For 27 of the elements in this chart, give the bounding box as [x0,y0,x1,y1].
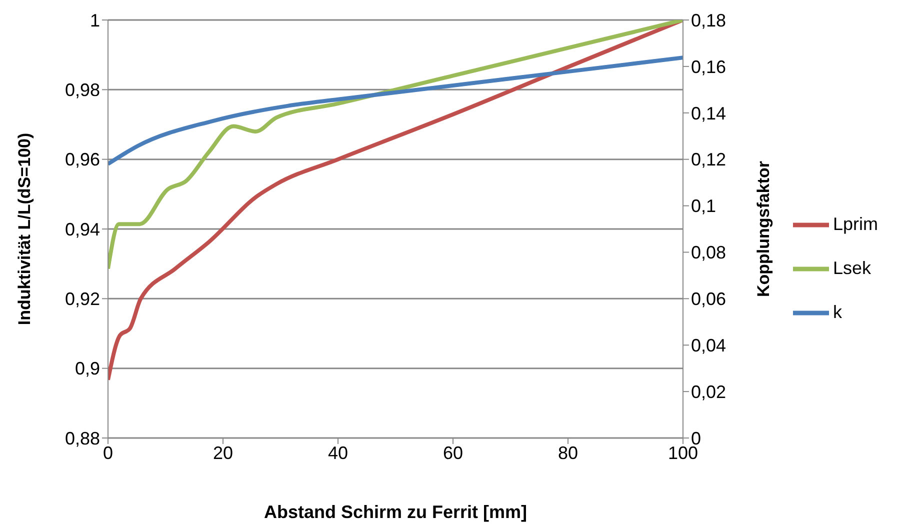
y-tick-label: 0,94 [64,219,100,240]
y2-tick-label: 0,1 [690,196,716,216]
legend-label: k [832,302,842,322]
y-tick-label: 0,9 [74,358,100,379]
y-axis-title: Induktivität L/L(dS=100) [15,132,34,326]
x-axis-title: Abstand Schirm zu Ferrit [mm] [264,502,528,522]
y2-tick-label: 0,08 [690,242,726,263]
x-tick-label: 40 [328,442,348,463]
y2-tick-label: 0,16 [690,56,726,77]
y2-axis-title: Kopplungsfaktor [754,160,774,297]
x-tick-label: 80 [558,442,578,463]
y2-tick-label: 0,06 [690,289,726,310]
y-tick-label: 0,88 [64,428,100,448]
y2-tick-label: 0,18 [690,10,726,30]
legend-label: Lsek [832,258,872,278]
legend-label: Lprim [832,214,878,234]
y2-tick-label: 0,02 [690,382,726,402]
x-tick-label: 60 [442,442,464,463]
y-tick-label: 0,98 [64,80,100,100]
y2-tick-label: 0,14 [690,103,726,124]
x-tick-label: 0 [102,442,114,463]
y2-tick-label: 0,04 [690,336,726,356]
y2-tick-label: 0,12 [690,150,726,170]
y-tick-label: 0,92 [64,289,100,310]
y-tick-label: 0,96 [64,150,100,170]
y-tick-label: 1 [90,10,100,30]
x-tick-label: 20 [212,442,234,463]
